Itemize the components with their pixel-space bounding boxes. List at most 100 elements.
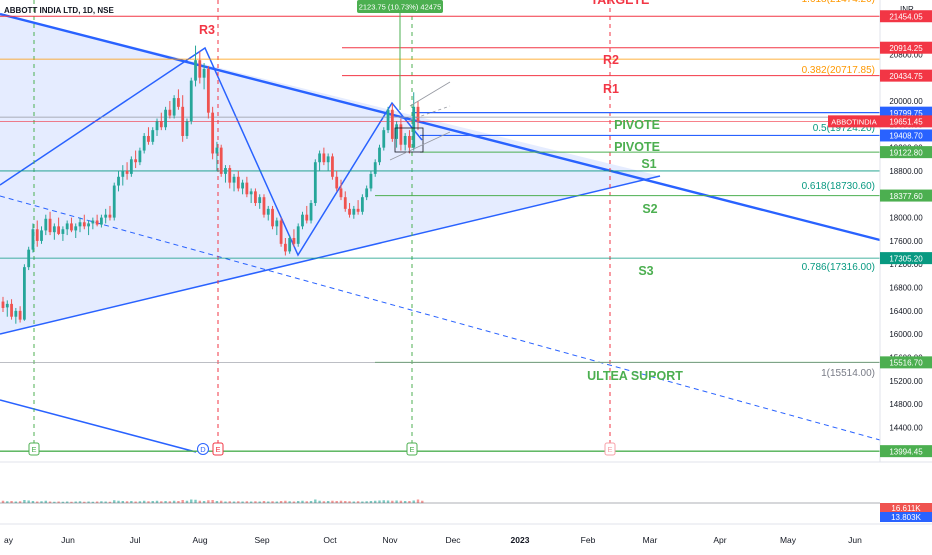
volume-bar <box>207 500 210 503</box>
volume-bar <box>160 501 163 503</box>
volume-bar <box>78 501 82 503</box>
candle-body <box>91 220 95 224</box>
volume-bar <box>391 500 394 503</box>
candle-body <box>125 170 129 174</box>
candle-body <box>164 109 167 128</box>
x-tick-label: Sep <box>254 535 269 545</box>
candle-body <box>198 60 202 78</box>
volume-bar <box>130 501 133 503</box>
candle-body <box>403 135 407 145</box>
candle-body <box>100 217 103 225</box>
candle-body <box>322 153 326 163</box>
volume-bar <box>23 500 26 503</box>
x-tick-label: Oct <box>323 535 337 545</box>
triangle-upper-line[interactable] <box>0 12 881 242</box>
price-axis[interactable]: INR 20800.0020400.0020000.0019600.001920… <box>828 0 932 462</box>
volume-bar <box>181 500 184 503</box>
event-marker-label: D <box>200 445 206 454</box>
fib-label: 1(15514.00) <box>821 368 875 379</box>
price-tag-label: 19651.45 <box>889 118 923 127</box>
price-tag <box>880 129 932 142</box>
candle-body <box>172 98 176 116</box>
volume-bar <box>142 500 146 503</box>
volume-bar <box>374 500 377 503</box>
candle-body <box>185 121 189 136</box>
price-tag <box>880 445 932 458</box>
candle-body <box>78 222 82 227</box>
volume-bar <box>100 501 103 503</box>
level-label: PIVOTE <box>614 140 660 154</box>
candle-body <box>52 226 56 233</box>
candle-body <box>104 214 108 218</box>
price-tag-label: 21454.05 <box>889 12 923 21</box>
level-label: TARGETE <box>591 0 650 7</box>
triangle-lower-line[interactable] <box>0 175 661 335</box>
volume-bar <box>40 501 43 503</box>
volume-bar <box>322 501 326 503</box>
fib-label: 0.618(18730.60) <box>802 181 875 192</box>
volume-bar <box>74 501 77 503</box>
volume-bar <box>31 501 35 503</box>
fib-label: 0.5(19724.20) <box>813 123 875 134</box>
volume-bar <box>83 501 86 503</box>
volume-bar <box>271 501 274 503</box>
level-label: PIVOTE <box>614 118 660 132</box>
candle-body <box>48 218 52 233</box>
candle-body <box>241 182 244 189</box>
candle-body <box>352 208 356 215</box>
candle-body <box>82 222 86 227</box>
earnings-marker[interactable] <box>212 442 224 456</box>
candle-body <box>14 310 18 317</box>
volume-bar <box>61 501 65 503</box>
candle-body <box>386 109 390 131</box>
zigzag-pattern[interactable] <box>0 46 423 257</box>
volume-bar <box>164 501 167 503</box>
consolidation-box[interactable] <box>394 127 424 153</box>
volume-bar <box>125 501 129 503</box>
earnings-marker[interactable] <box>604 442 616 456</box>
x-tick-label: Nov <box>382 535 398 545</box>
volume-bar <box>18 501 22 503</box>
candle-body <box>168 109 172 116</box>
volume-bar <box>305 501 308 503</box>
level-labels: TARGETE R3 R2 R1 PIVOTE PIVOTE S1 S2 S3 ULTEA SUP… <box>199 0 683 383</box>
y-tick-label: 18800.00 <box>889 167 923 176</box>
candle-body <box>134 159 138 163</box>
volume-bar <box>416 499 420 503</box>
price-tag-label: 19122.80 <box>889 148 923 157</box>
volume-bar <box>6 501 9 503</box>
candle-body <box>129 159 133 174</box>
candle-body <box>262 197 266 215</box>
measure-tooltip: 2123.75 (10.73%) 42475 <box>357 0 443 13</box>
earnings-marker[interactable] <box>406 442 418 456</box>
volume-bar <box>365 501 368 503</box>
volume-bar <box>104 501 107 503</box>
volume-bar <box>194 499 197 503</box>
volume-bar <box>113 500 116 503</box>
lower-trend-line[interactable] <box>0 399 197 453</box>
price-tag-label: 15516.70 <box>889 359 923 368</box>
earnings-marker[interactable] <box>28 442 40 456</box>
level-lines <box>0 15 880 452</box>
volume-bar <box>10 501 13 503</box>
time-axis[interactable]: ay Jun Jul Aug Sep Oct Nov Dec 2023 Feb Mar Apr May J… <box>4 535 862 545</box>
volume-bar <box>14 501 18 503</box>
volume-bar <box>53 501 56 503</box>
volume-bar <box>172 500 176 503</box>
candle-body <box>142 135 146 151</box>
volume-bar <box>318 500 321 503</box>
volume-bar <box>301 500 304 503</box>
candle-body <box>313 162 317 204</box>
candle-body <box>138 150 142 163</box>
volume-bar <box>309 501 313 503</box>
x-tick-label: ay <box>4 535 14 545</box>
volume-bar <box>44 500 47 503</box>
candle-body <box>292 238 296 244</box>
volume-bar <box>185 500 189 503</box>
volume-bar <box>202 501 206 503</box>
dividend-marker[interactable] <box>197 443 209 455</box>
volume-bar <box>147 501 150 503</box>
volume-bar <box>70 501 73 503</box>
price-tag <box>880 146 932 159</box>
